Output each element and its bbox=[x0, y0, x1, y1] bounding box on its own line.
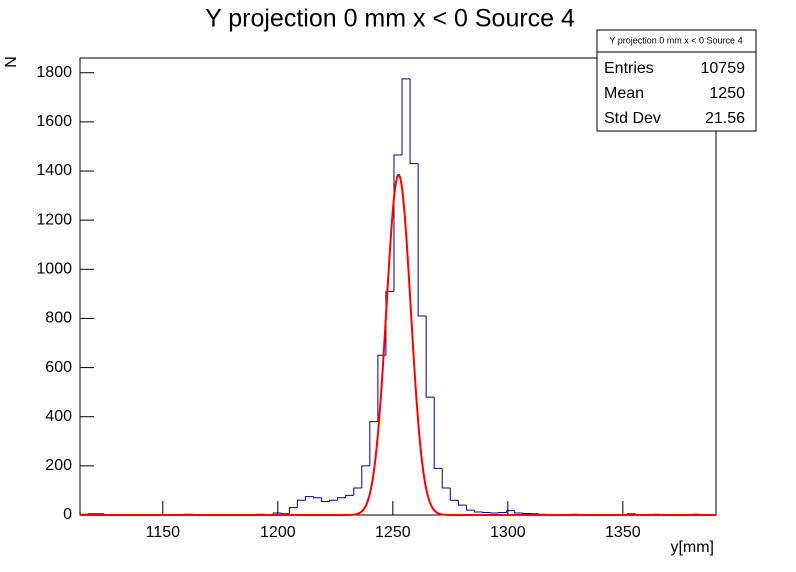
y-tick-label: 800 bbox=[45, 310, 72, 327]
histogram-bin bbox=[417, 163, 427, 317]
stats-value: 21.56 bbox=[705, 110, 745, 127]
x-tick-label: 1300 bbox=[490, 524, 526, 541]
histogram-bin bbox=[473, 510, 483, 513]
stats-value: 10759 bbox=[701, 60, 746, 77]
histogram-bin bbox=[337, 497, 346, 501]
chart-title: Y projection 0 mm x < 0 Source 4 bbox=[205, 5, 575, 33]
histogram-bin bbox=[304, 496, 314, 501]
histogram-bin bbox=[369, 421, 378, 466]
histogram-bin bbox=[514, 510, 523, 514]
y-tick-label: 0 bbox=[63, 506, 72, 523]
histogram-bin bbox=[506, 510, 515, 513]
stats-label: Entries bbox=[604, 60, 654, 77]
x-tick-label: 1200 bbox=[260, 524, 296, 541]
histogram-bin bbox=[465, 505, 475, 511]
fit-curve bbox=[80, 173, 716, 516]
x-axis-label: y[mm] bbox=[670, 539, 714, 556]
y-tick-label: 1600 bbox=[36, 113, 72, 130]
y-tick-label: 1000 bbox=[36, 261, 72, 278]
y-tick-label: 1800 bbox=[36, 64, 72, 81]
histogram-bin bbox=[441, 468, 451, 489]
y-tick-label: 1400 bbox=[36, 162, 72, 179]
histogram-bin bbox=[385, 290, 394, 356]
stats-title: Y projection 0 mm x < 0 Source 4 bbox=[609, 35, 742, 45]
histogram-bin bbox=[329, 499, 338, 502]
histogram-bin bbox=[321, 497, 330, 502]
y-axis-label: N bbox=[3, 56, 20, 68]
histogram-bin bbox=[312, 496, 322, 499]
histogram-bin bbox=[449, 487, 459, 501]
histogram-bin bbox=[409, 78, 419, 165]
histogram-bin bbox=[457, 500, 467, 506]
histogram-bin bbox=[361, 465, 370, 488]
stats-label: Mean bbox=[604, 85, 644, 102]
plot-frame bbox=[79, 57, 717, 516]
histogram-bin bbox=[288, 507, 298, 514]
stats-box: Y projection 0 mm x < 0 Source 4 Entries… bbox=[596, 29, 757, 132]
histogram-bin bbox=[425, 315, 435, 398]
y-tick-label: 400 bbox=[45, 408, 72, 425]
y-tick-label: 1200 bbox=[36, 211, 72, 228]
x-tick-label: 1350 bbox=[605, 524, 641, 541]
x-tick-label: 1150 bbox=[146, 524, 181, 541]
x-tick-label: 1250 bbox=[375, 524, 411, 541]
stats-label: Std Dev bbox=[604, 110, 661, 127]
stats-value: 1250 bbox=[709, 85, 745, 102]
y-tick-label: 600 bbox=[45, 359, 72, 376]
stats-frame bbox=[596, 29, 757, 132]
histogram-bin bbox=[280, 513, 290, 515]
y-tick-label: 200 bbox=[45, 457, 72, 474]
histogram-bin bbox=[296, 499, 306, 508]
histogram-bin bbox=[353, 487, 362, 496]
histogram-bin bbox=[393, 154, 403, 292]
histogram-bin bbox=[433, 397, 443, 469]
histogram-bin bbox=[345, 494, 354, 498]
histogram-bin bbox=[401, 78, 411, 156]
